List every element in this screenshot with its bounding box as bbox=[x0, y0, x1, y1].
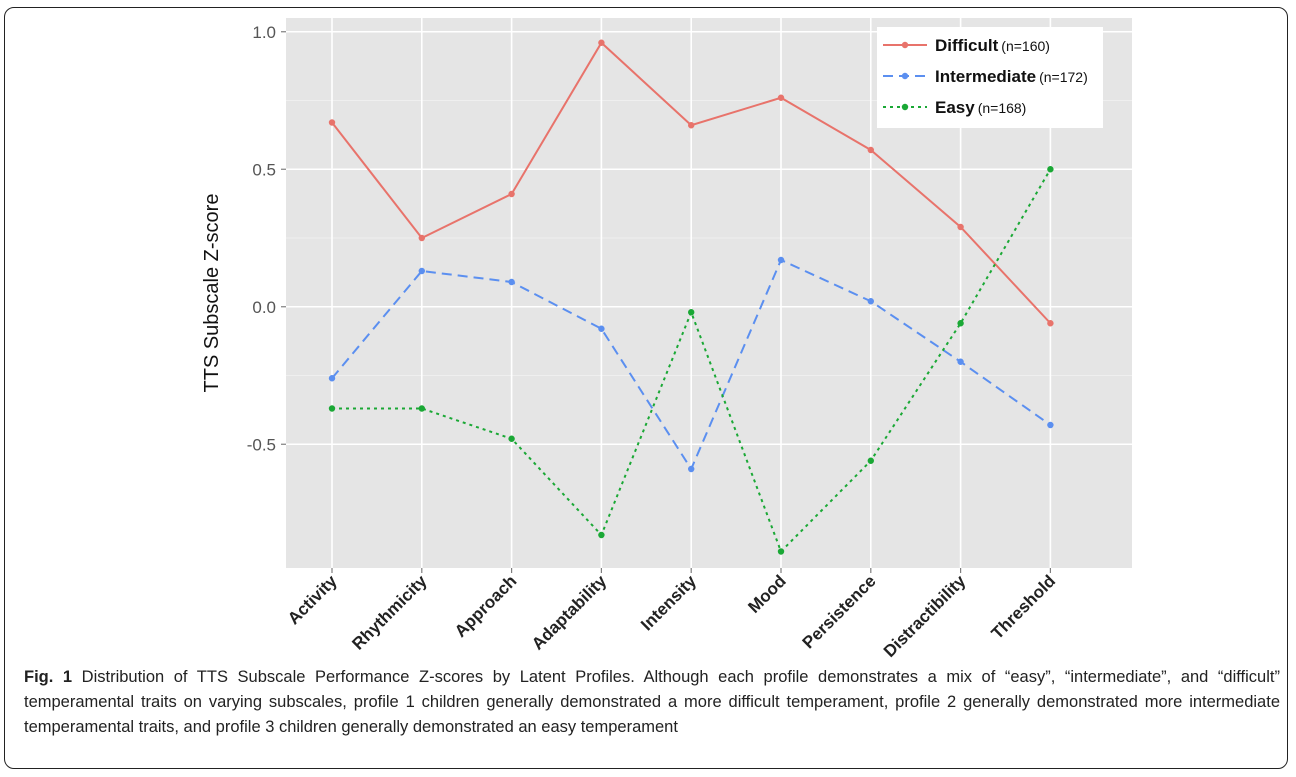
data-point-intermediate bbox=[957, 358, 964, 365]
data-point-difficult bbox=[598, 39, 605, 46]
data-point-difficult bbox=[688, 122, 695, 129]
x-tick-label: Approach bbox=[451, 571, 521, 641]
y-tick-label: -0.5 bbox=[247, 435, 276, 454]
data-point-easy bbox=[867, 457, 874, 464]
x-tick-label: Adaptability bbox=[528, 571, 611, 654]
legend-key-point bbox=[901, 41, 909, 49]
data-point-easy bbox=[957, 320, 964, 327]
data-point-intermediate bbox=[508, 278, 515, 286]
x-tick-label: Threshold bbox=[988, 571, 1060, 643]
y-axis-title: TTS Subscale Z-score bbox=[201, 194, 223, 393]
figure-frame bbox=[4, 7, 1288, 769]
data-point-intermediate bbox=[598, 325, 605, 332]
data-point-easy bbox=[328, 405, 336, 412]
data-point-intermediate bbox=[1047, 421, 1054, 429]
data-point-easy bbox=[598, 531, 605, 539]
caption-text: Distribution of TTS Subscale Performance… bbox=[24, 668, 1280, 736]
data-point-intermediate bbox=[867, 298, 874, 305]
data-point-easy bbox=[508, 435, 515, 442]
x-tick-label: Rhythmicity bbox=[348, 571, 431, 654]
legend-key-point bbox=[901, 72, 909, 80]
legend-key-point bbox=[901, 103, 909, 111]
x-tick-label: Distractibility bbox=[880, 571, 970, 660]
data-point-easy bbox=[688, 309, 695, 316]
data-point-difficult bbox=[957, 223, 964, 231]
data-point-intermediate bbox=[777, 256, 785, 264]
x-tick-label: Mood bbox=[744, 571, 789, 616]
legend-label: Difficult (n=160) bbox=[935, 36, 1050, 55]
data-point-intermediate bbox=[688, 465, 695, 473]
data-point-difficult bbox=[777, 94, 785, 101]
data-point-intermediate bbox=[328, 375, 336, 382]
data-point-intermediate bbox=[418, 267, 425, 275]
y-tick-label: 0.5 bbox=[252, 160, 276, 179]
x-tick-label: Activity bbox=[284, 571, 341, 628]
legend-label: Intermediate (n=172) bbox=[935, 67, 1088, 86]
caption-label: Fig. 1 bbox=[24, 668, 73, 686]
y-tick-label: 0.0 bbox=[252, 298, 276, 317]
figure-caption: Fig. 1 Distribution of TTS Subscale Perf… bbox=[24, 665, 1280, 740]
line-chart: 1.0 0.5 0.0 -0.5 Activity Rhythmicity Approach… bbox=[201, 18, 1132, 660]
data-point-easy bbox=[777, 548, 785, 555]
x-tick-label: Intensity bbox=[637, 571, 700, 634]
data-point-easy bbox=[1047, 166, 1054, 173]
series-line-easy bbox=[332, 168, 1052, 554]
x-tick-label: Persistence bbox=[799, 571, 880, 652]
legend-box bbox=[877, 27, 1103, 128]
data-point-difficult bbox=[867, 146, 874, 154]
data-point-difficult bbox=[1047, 320, 1054, 327]
data-point-easy bbox=[418, 405, 425, 412]
data-point-difficult bbox=[418, 234, 425, 242]
y-tick-label: 1.0 bbox=[252, 23, 276, 42]
data-point-difficult bbox=[508, 190, 515, 198]
legend-label: Easy (n=168) bbox=[935, 98, 1026, 117]
data-point-difficult bbox=[328, 119, 336, 126]
